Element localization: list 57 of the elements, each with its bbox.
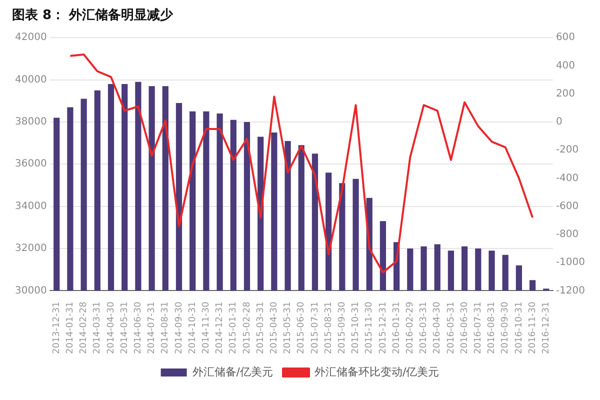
x-tick-label: 2015-11-30 <box>364 301 375 354</box>
x-tick-label: 2016-05-31 <box>446 302 456 354</box>
x-tick-label: 2016-06-30 <box>460 301 470 354</box>
y2-tick-label: -1200 <box>556 285 586 296</box>
y-tick-label: 38000 <box>15 116 47 128</box>
x-tick-label: 2015-09-30 <box>338 301 348 354</box>
y2-tick-label: 200 <box>556 88 576 100</box>
x-tick-label: 2015-03-31 <box>256 302 266 354</box>
x-tick-label: 2016-09-30 <box>500 301 511 354</box>
x-tick-label: 2016-04-30 <box>432 301 443 354</box>
x-tick-label: 2015-05-31 <box>283 302 294 354</box>
x-tick-label: 2016-10-31 <box>514 302 524 354</box>
y-tick-label: 42000 <box>15 32 47 44</box>
chart-title: 图表 8： 外汇储备明显减少 <box>12 8 174 24</box>
x-tick-label: 2015-01-31 <box>228 302 239 354</box>
x-tick-label: 2013-12-31 <box>52 302 62 354</box>
x-tick-label: 2016-12-31 <box>541 302 552 354</box>
x-tick-label: 2015-07-31 <box>310 302 320 354</box>
x-tick-label: 2014-09-30 <box>174 301 184 354</box>
x-tick-label: 2014-01-31 <box>66 302 76 354</box>
x-tick-label: 2014-03-31 <box>92 302 103 354</box>
x-tick-label: 2015-10-31 <box>351 302 362 354</box>
x-tick-label: 2014-02-28 <box>79 301 90 354</box>
x-tick-label: 2015-02-28 <box>242 301 252 354</box>
x-tick-label: 2016-01-31 <box>392 302 402 354</box>
x-tick-label: 2015-06-30 <box>296 301 307 354</box>
x-tick-label: 2016-03-31 <box>419 302 430 354</box>
y-tick-label: 30000 <box>15 285 47 296</box>
x-tick-label: 2016-08-31 <box>487 302 498 354</box>
x-tick-label: 2016-07-31 <box>473 302 484 354</box>
y2-tick-label: -800 <box>556 229 579 240</box>
y2-tick-label: -1000 <box>556 257 586 268</box>
x-tick-label: 2014-05-31 <box>120 302 130 354</box>
x-tick-label: 2016-02-29 <box>406 301 416 354</box>
x-tick-label: 2014-10-31 <box>188 302 198 354</box>
y2-tick-label: -400 <box>556 172 579 184</box>
x-tick-label: 2014-11-30 <box>202 301 212 354</box>
x-tick-label: 2014-04-30 <box>106 301 116 354</box>
y-tick-label: 36000 <box>15 158 47 170</box>
x-tick-label: 2014-12-31 <box>215 302 226 354</box>
x-tick-label: 2016-11-30 <box>528 301 538 354</box>
legend-label: 外汇储备环比变动/亿美元 <box>314 365 440 378</box>
y-tick-label: 34000 <box>15 200 47 212</box>
y-tick-label: 32000 <box>15 243 47 254</box>
legend-label: 外汇储备/亿美元 <box>192 365 274 378</box>
x-tick-label: 2014-08-31 <box>160 302 171 354</box>
y2-tick-label: 600 <box>556 32 576 44</box>
x-tick-label: 2014-07-31 <box>147 302 158 354</box>
x-tick-label: 2014-06-30 <box>134 301 144 354</box>
x-tick-label: 2015-08-31 <box>324 302 334 354</box>
x-tick-label: 2015-12-31 <box>378 302 388 354</box>
y2-tick-label: 400 <box>556 60 576 72</box>
y-tick-label: 40000 <box>15 74 47 86</box>
x-tick-label: 2015-04-30 <box>270 301 280 354</box>
y2-tick-label: 0 <box>556 116 562 128</box>
y2-tick-label: -600 <box>556 200 579 212</box>
y2-tick-label: -200 <box>556 144 579 156</box>
